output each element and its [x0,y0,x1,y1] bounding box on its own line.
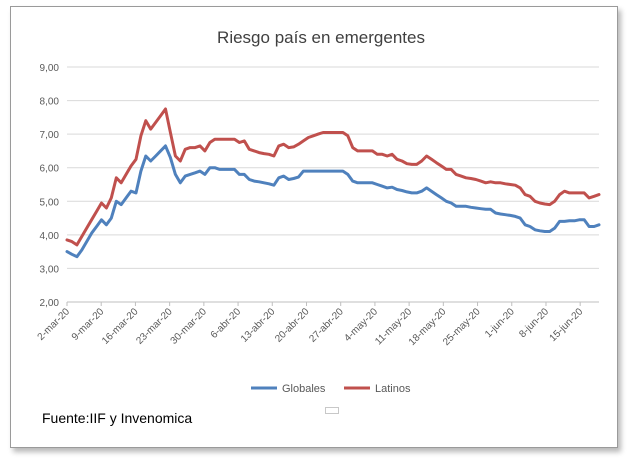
y-tick-label: 6,00 [40,164,60,175]
x-tick-label: 25-may-20 [441,306,483,348]
y-tick-label: 2,00 [40,298,60,309]
y-tick-label: 7,00 [40,130,60,141]
gridlines [67,66,599,303]
y-axis: 2,00 3,00 4,00 5,00 6,00 7,00 8,00 9,00 [40,63,60,309]
y-tick-label: 8,00 [40,97,60,108]
resize-handle[interactable] [325,407,339,414]
legend-label-globales: Globales [282,383,326,395]
chart-title: Riesgo país en emergentes [217,28,425,47]
legend: Globales Latinos [251,383,411,395]
source-note: Fuente:IIF y Invenomica [42,410,193,426]
legend-label-latinos: Latinos [375,383,411,395]
series-line-latinos [65,107,601,247]
y-tick-label: 9,00 [40,63,60,74]
x-tick-label: 8-jun-20 [517,306,551,340]
chart-frame: Riesgo país en emergentes 2,00 3,00 4,00 5,… [10,6,618,448]
x-tick-label: 15-jun-20 [548,306,586,344]
x-tick-label: 13-abr-20 [239,306,278,345]
y-tick-label: 5,00 [40,197,60,208]
x-tick-label: 6-abr-20 [209,306,244,341]
x-tick-label: 27-abr-20 [307,306,346,345]
line-chart: Riesgo país en emergentes 2,00 3,00 4,00 5,… [36,28,601,395]
x-tick-label: 1-jun-20 [483,306,517,340]
series-line-globales [65,144,601,259]
y-tick-label: 4,00 [40,231,60,242]
x-axis: 2-mar-209-mar-2016-mar-2023-mar-2030-mar… [36,302,586,348]
series-lines [65,107,601,259]
x-tick-label: 20-abr-20 [273,306,312,345]
x-tick-label: 2-mar-20 [36,306,73,343]
y-tick-label: 3,00 [40,264,60,275]
x-tick-label: 30-mar-20 [169,306,210,347]
